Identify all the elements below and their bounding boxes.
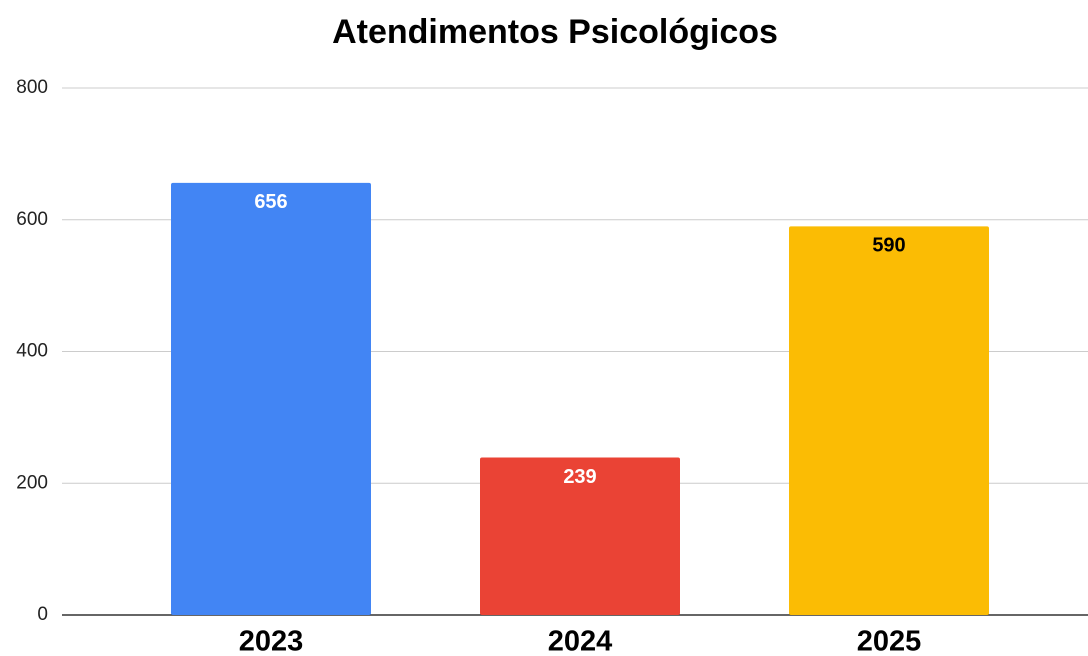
y-tick-label: 600	[16, 209, 48, 230]
data-label: 656	[254, 191, 287, 213]
x-tick-label: 2023	[239, 626, 304, 656]
y-tick-label: 400	[16, 341, 48, 362]
bar	[171, 182, 371, 616]
data-label: 590	[872, 235, 905, 257]
x-tick-label: 2024	[548, 626, 613, 656]
y-tick-label: 200	[16, 472, 48, 493]
bar	[480, 457, 680, 615]
y-tick-label: 800	[16, 77, 48, 98]
x-tick-label: 2025	[857, 626, 922, 656]
data-label: 239	[563, 466, 596, 488]
y-tick-label: 0	[37, 604, 48, 625]
bar	[789, 226, 989, 615]
chart-title: Atendimentos Psicológicos	[332, 13, 778, 51]
